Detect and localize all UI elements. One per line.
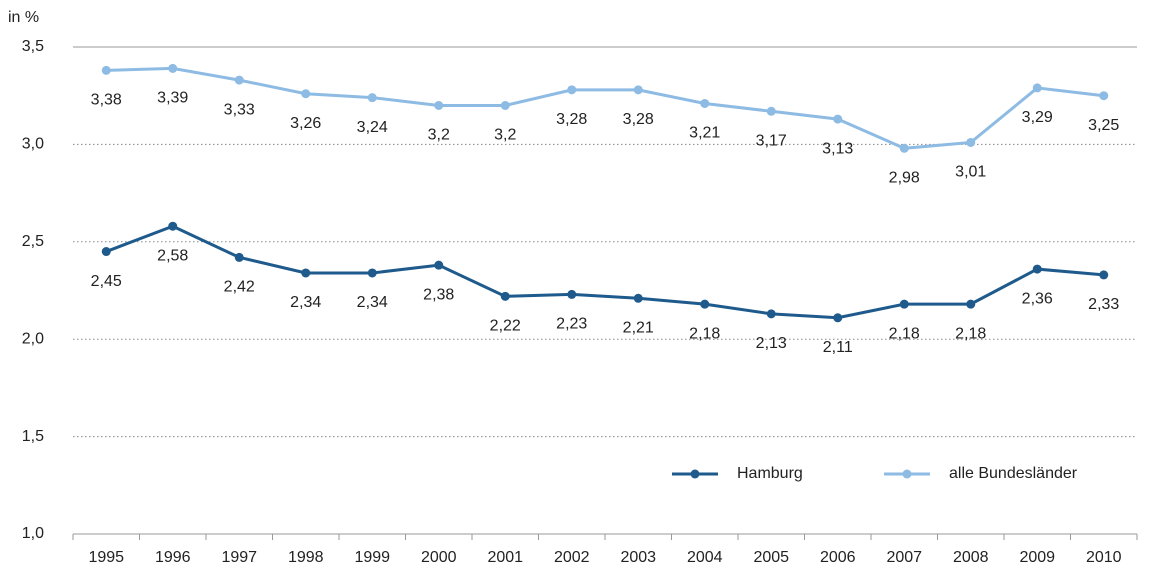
value-label: 3,13 xyxy=(822,140,853,157)
value-label: 3,33 xyxy=(224,101,255,118)
data-point xyxy=(766,106,776,116)
value-label: 2,18 xyxy=(689,325,720,342)
data-point xyxy=(633,293,643,303)
x-tick-label: 1999 xyxy=(354,549,390,566)
x-tick-label: 1998 xyxy=(288,549,324,566)
legend-marker xyxy=(690,469,700,479)
x-tick-label: 1996 xyxy=(155,549,191,566)
value-label: 2,34 xyxy=(290,294,321,311)
value-label: 2,33 xyxy=(1088,296,1119,313)
value-label: 2,18 xyxy=(889,325,920,342)
value-label: 3,25 xyxy=(1088,117,1119,134)
data-point xyxy=(500,291,510,301)
data-point xyxy=(633,85,643,95)
data-point xyxy=(1032,83,1042,93)
x-tick-label: 2010 xyxy=(1086,549,1122,566)
y-tick-label: 2,5 xyxy=(22,233,44,250)
value-label: 3,28 xyxy=(623,111,654,128)
x-tick-label: 1995 xyxy=(88,549,124,566)
y-tick-label: 3,5 xyxy=(22,38,44,55)
series-line xyxy=(106,66,1104,150)
series-line xyxy=(105,224,1104,320)
x-tick-label: 2001 xyxy=(487,549,523,566)
data-point xyxy=(966,299,976,309)
data-point xyxy=(301,268,311,278)
value-label: 2,23 xyxy=(556,316,587,333)
x-tick-label: 2007 xyxy=(886,549,922,566)
data-point xyxy=(101,65,111,75)
value-label: 3,2 xyxy=(494,127,516,144)
value-label: 2,42 xyxy=(224,279,255,296)
x-tick-label: 1997 xyxy=(221,549,257,566)
data-point xyxy=(833,114,843,124)
value-label: 3,01 xyxy=(955,164,986,181)
value-label: 2,13 xyxy=(756,335,787,352)
data-point xyxy=(700,299,710,309)
data-point xyxy=(567,85,577,95)
value-label: 2,34 xyxy=(357,294,388,311)
value-label: 2,98 xyxy=(889,170,920,187)
data-point xyxy=(367,93,377,103)
value-label: 3,17 xyxy=(756,133,787,150)
data-point xyxy=(766,309,776,319)
value-label: 2,36 xyxy=(1022,290,1053,307)
x-tick-label: 2008 xyxy=(953,549,989,566)
value-label: 2,22 xyxy=(490,318,521,335)
value-label: 3,39 xyxy=(157,90,188,107)
value-label: 3,24 xyxy=(357,119,388,136)
data-point xyxy=(168,221,178,231)
y-tick-label: 3,0 xyxy=(22,136,44,153)
value-label: 3,2 xyxy=(428,127,450,144)
data-point xyxy=(367,268,377,278)
value-label: 2,11 xyxy=(823,339,853,356)
data-point xyxy=(234,252,244,262)
data-point xyxy=(1032,264,1042,274)
value-label: 3,28 xyxy=(556,111,587,128)
legend-label: alle Bundesländer xyxy=(949,465,1078,482)
data-point xyxy=(1099,91,1109,101)
y-tick-label: 2,0 xyxy=(22,330,44,347)
x-tick-label: 2009 xyxy=(1019,549,1055,566)
y-tick-label: 1,0 xyxy=(22,525,44,542)
data-point xyxy=(301,89,311,99)
x-tick-label: 2003 xyxy=(620,549,656,566)
y-tick-label: 1,5 xyxy=(22,428,44,445)
value-label: 2,18 xyxy=(955,325,986,342)
data-point xyxy=(101,247,111,257)
x-tick-label: 2005 xyxy=(753,549,789,566)
value-label: 3,21 xyxy=(689,125,720,142)
data-point xyxy=(833,313,843,323)
value-label: 3,26 xyxy=(290,115,321,132)
value-label: 2,45 xyxy=(91,273,122,290)
data-point xyxy=(700,98,710,108)
data-point xyxy=(234,75,244,85)
x-tick-label: 2006 xyxy=(820,549,856,566)
data-point xyxy=(434,260,444,270)
value-label: 2,38 xyxy=(423,286,454,303)
value-label: 2,21 xyxy=(623,320,654,337)
legend-marker xyxy=(902,469,912,479)
value-label: 3,29 xyxy=(1022,109,1053,126)
data-point xyxy=(567,289,577,299)
data-point xyxy=(168,63,178,73)
data-point xyxy=(500,100,510,110)
data-point xyxy=(899,299,909,309)
value-label: 3,38 xyxy=(91,92,122,109)
x-tick-label: 2000 xyxy=(421,549,457,566)
value-label: 2,58 xyxy=(157,247,188,264)
data-point xyxy=(966,137,976,147)
y-axis-label: in % xyxy=(8,9,39,26)
legend-label: Hamburg xyxy=(737,465,803,482)
data-point xyxy=(899,143,909,153)
x-tick-label: 2002 xyxy=(554,549,590,566)
x-tick-label: 2004 xyxy=(687,549,723,566)
data-point xyxy=(1099,270,1109,280)
data-point xyxy=(434,100,444,110)
